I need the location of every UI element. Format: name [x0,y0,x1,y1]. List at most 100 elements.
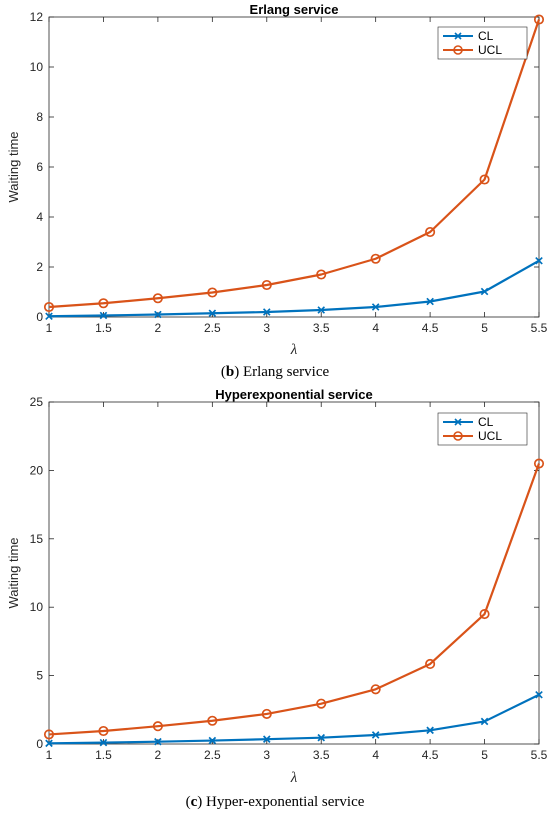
data-point-cl [99,311,108,320]
x-tick-label: 4.5 [422,321,439,335]
data-point-cl [535,690,543,699]
data-point-cl [99,738,108,747]
data-point-ucl [261,279,272,291]
chart-panel-erlang: 1 1.5 2 2.5 3 3.5 4 4.5 5 5.5 0 2 4 6 8 10 12 Erlang se… [6,2,548,380]
data-point-cl [262,735,271,744]
x-tick-label: 1.5 [95,321,112,335]
series-line-cl [48,259,540,318]
legend: CL UCL [437,26,528,60]
x-tick-label: 2 [155,321,162,335]
data-point-ucl [533,14,545,25]
x-tick-label: 5.5 [531,748,548,762]
x-axis-ticks: 1 1.5 2 2.5 3 3.5 4 4.5 5 5.5 [46,17,548,335]
data-point-ucl [425,658,436,670]
data-point-ucl [43,301,55,313]
legend-label-ucl: UCL [478,429,502,443]
data-point-ucl [316,698,327,709]
data-point-cl [426,726,434,735]
legend-box [437,412,528,446]
legend-box [437,26,528,60]
x-tick-label: 5.5 [531,321,548,335]
y-tick-label: 10 [30,60,44,74]
y-tick-label: 6 [36,160,43,174]
legend: CL UCL [437,412,528,446]
x-tick-label: 3.5 [313,321,330,335]
y-axis-ticks: 0 5 10 15 20 25 [30,395,539,751]
legend-label-cl: CL [478,29,494,43]
chart-title: Hyperexponential service [215,387,373,402]
y-axis-label: Waiting time [6,131,21,202]
data-point-ucl [207,715,218,726]
x-tick-label: 4.5 [422,748,439,762]
y-tick-label: 15 [30,532,44,546]
y-tick-label: 10 [30,600,44,614]
data-point-ucl [152,721,163,732]
data-point-cl [535,256,543,265]
x-tick-label: 2.5 [204,748,221,762]
data-point-ucl [533,458,545,469]
y-tick-label: 4 [36,210,43,224]
data-point-ucl [98,298,109,309]
data-point-ucl [425,226,436,238]
x-tick-label: 3 [263,321,270,335]
data-point-cl [208,736,217,745]
legend-marker-cl [454,418,462,426]
legend-label-cl: CL [478,415,494,429]
legend-marker-cl [454,32,462,40]
data-point-cl [154,310,162,319]
data-point-cl [371,731,380,739]
y-axis-ticks: 0 2 4 6 8 10 12 [30,10,539,324]
caption-erlang: (b) Erlang service [221,364,330,380]
data-point-ucl [370,684,381,695]
y-tick-label: 12 [30,10,44,24]
data-point-cl [426,297,434,306]
x-tick-label: 4 [372,321,379,335]
legend-label-ucl: UCL [478,43,502,57]
data-point-ucl [152,293,163,304]
data-point-cl [317,733,326,742]
x-axis-label: λ [290,770,298,786]
chart-title: Erlang service [250,2,339,17]
y-tick-label: 0 [36,737,43,751]
y-tick-label: 8 [36,110,43,124]
x-tick-label: 1 [46,748,53,762]
x-axis-ticks: 1 1.5 2 2.5 3 3.5 4 4.5 5 5.5 [46,402,548,762]
series-line-ucl [48,463,541,736]
x-tick-label: 4 [372,748,379,762]
legend-marker-ucl [453,45,463,55]
x-tick-label: 2 [155,748,162,762]
data-point-ucl [316,269,327,280]
y-tick-label: 5 [36,669,43,683]
series-line-cl [48,693,540,745]
series-line-ucl [48,19,541,309]
data-point-ucl [479,174,490,185]
data-point-cl [480,717,489,726]
data-point-ucl [479,608,490,620]
data-point-ucl [261,708,272,719]
data-point-cl [480,287,489,296]
y-tick-label: 25 [30,395,44,409]
caption-hyperexponential: (c) Hyper-exponential service [186,794,365,810]
data-point-cl [371,303,380,311]
data-point-ucl [43,729,55,740]
data-point-ucl [370,253,381,264]
x-axis-label: λ [290,342,298,358]
data-point-cl [208,309,217,318]
y-tick-label: 2 [36,260,43,274]
x-tick-label: 1 [46,321,53,335]
plot-area [48,401,540,745]
y-axis-label: Waiting time [6,537,21,608]
x-tick-label: 5 [481,748,488,762]
x-tick-label: 3 [263,748,270,762]
data-point-cl [154,737,162,746]
data-point-cl [45,312,53,321]
data-point-cl [317,306,326,314]
x-tick-label: 5 [481,321,488,335]
x-tick-label: 2.5 [204,321,221,335]
chart-panel-hyperexponential: 1 1.5 2 2.5 3 3.5 4 4.5 5 5.5 0 5 10 15 20 25 Hyperexp… [6,387,548,810]
data-point-ucl [98,725,109,737]
x-tick-label: 3.5 [313,748,330,762]
data-point-cl [45,739,53,748]
y-tick-label: 20 [30,463,44,477]
